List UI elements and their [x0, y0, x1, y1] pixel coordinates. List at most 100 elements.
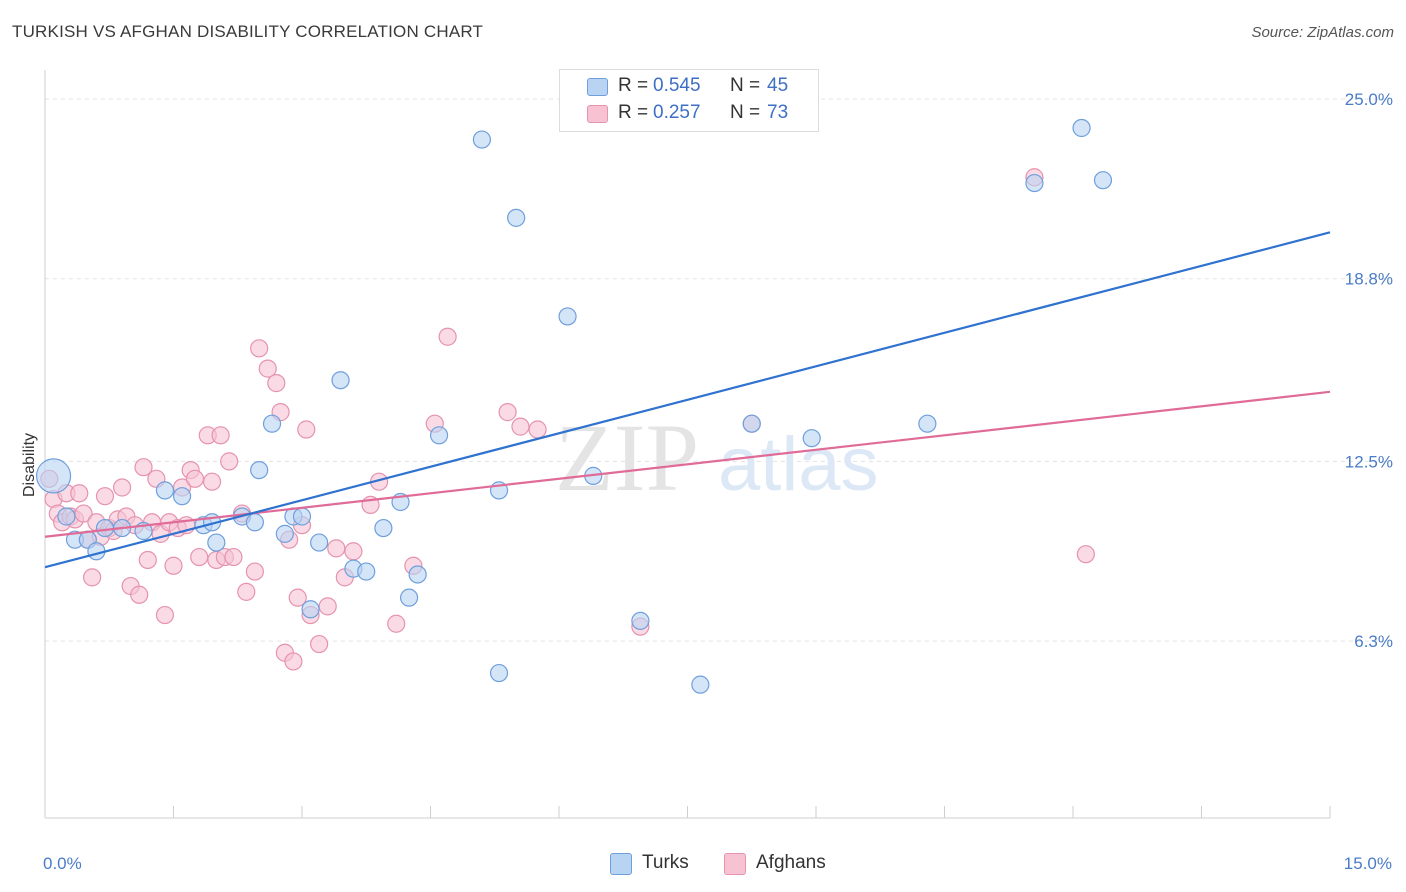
afghans-point — [250, 339, 269, 358]
x-tick-labels: 0.0% 15.0% — [43, 854, 1392, 873]
turks-point — [292, 507, 312, 526]
watermark: ZIP atlas — [555, 404, 879, 511]
turks-point — [301, 600, 320, 619]
y-tick-label: 25.0% — [1345, 90, 1393, 109]
legend-r-value: 0.545 — [653, 75, 701, 96]
turks-trend-line — [44, 231, 1331, 569]
turks-point — [245, 513, 264, 532]
afghans-point — [211, 426, 230, 445]
source-credit: Source: ZipAtlas.com — [1251, 24, 1394, 41]
afghans-point — [438, 327, 457, 346]
turks-point — [172, 487, 192, 506]
afghans-point — [327, 539, 346, 558]
afghans-point — [202, 472, 222, 491]
turks-point — [331, 371, 350, 390]
legend-r-label: R = — [618, 102, 649, 123]
afghans-point — [258, 359, 277, 378]
turks-point — [374, 518, 393, 538]
gridlines — [45, 98, 1390, 642]
turks-point — [275, 524, 294, 543]
afghans-point — [155, 605, 175, 625]
turks-point — [691, 675, 710, 694]
afghans-point — [70, 484, 89, 503]
legend-r-label: R = — [618, 75, 649, 96]
afghans-point — [284, 652, 303, 671]
afghans-point — [185, 469, 205, 488]
legend-n-value: 73 — [767, 102, 789, 123]
turks-point — [507, 208, 526, 227]
afghans-point — [220, 452, 239, 471]
afghans-point — [164, 556, 183, 575]
afghans-point — [237, 582, 256, 601]
turks-point — [742, 414, 761, 433]
afghans-point — [224, 547, 243, 567]
turks-legend-swatch — [610, 853, 632, 875]
turks-point — [1025, 173, 1044, 193]
turks-point — [207, 533, 226, 552]
afghans-legend-swatch — [724, 853, 746, 875]
legend-row-turks: R = 0.545 N = 45 — [560, 74, 818, 100]
afghans-point — [267, 374, 286, 393]
turks-legend-label: Turks — [642, 852, 689, 873]
legend-n-label: N = — [730, 102, 761, 123]
turks-point — [802, 429, 821, 448]
turks-point — [1093, 171, 1113, 190]
turks-points — [35, 118, 1113, 694]
watermark-atlas: atlas — [718, 422, 879, 507]
afghans-point — [297, 420, 316, 439]
y-tick-label: 12.5% — [1345, 452, 1393, 471]
turks-point — [1072, 118, 1091, 138]
afghans-point — [344, 542, 363, 561]
legend-row-afghans: R = 0.257 N = 73 — [560, 101, 818, 127]
trend-lines — [44, 231, 1331, 569]
afghans-point — [245, 562, 264, 581]
turks-point — [35, 458, 72, 494]
turks-point — [57, 507, 76, 526]
afghans-points — [40, 168, 1095, 671]
afghans-point — [130, 585, 149, 604]
turks-point — [429, 426, 449, 445]
legend-r-value: 0.257 — [653, 102, 701, 123]
y-tick-label: 18.8% — [1345, 270, 1393, 289]
turks-point — [155, 481, 175, 500]
afghans-point — [511, 417, 530, 436]
x-tick-label: 0.0% — [43, 854, 82, 873]
turks-point — [310, 533, 329, 552]
y-tick-labels: 6.3% 12.5% 18.8% 25.0% — [1345, 90, 1393, 651]
afghans-point — [528, 420, 547, 439]
afghans-point — [387, 614, 406, 633]
y-tick-label: 6.3% — [1354, 632, 1393, 651]
afghans-point — [112, 478, 132, 497]
chart-title: TURKISH VS AFGHAN DISABILITY CORRELATION… — [12, 22, 484, 41]
turks-point — [262, 414, 282, 433]
turks-swatch — [587, 78, 608, 96]
afghans-point — [288, 588, 307, 607]
turks-point — [631, 611, 650, 630]
stats-legend: R = 0.545 N = 45 R = 0.257 N = 73 — [559, 69, 819, 132]
afghans-point — [95, 487, 115, 506]
axes — [44, 70, 1331, 819]
afghans-swatch — [587, 105, 608, 123]
turks-point — [558, 307, 577, 326]
turks-point — [250, 460, 269, 480]
y-axis-label: Disability — [21, 433, 38, 497]
afghans-point — [74, 504, 93, 523]
afghans-point — [138, 550, 157, 570]
legend-n-value: 45 — [767, 75, 789, 96]
afghans-trend-line — [44, 390, 1331, 538]
watermark-zip: ZIP — [555, 404, 699, 511]
turks-point — [357, 562, 376, 581]
turks-point — [489, 663, 509, 683]
afghans-legend-label: Afghans — [756, 852, 826, 873]
afghans-point — [83, 568, 102, 587]
afghans-point — [134, 458, 153, 477]
turks-point — [399, 588, 419, 607]
afghans-point — [498, 403, 517, 422]
turks-point — [472, 130, 491, 149]
turks-point — [408, 565, 427, 584]
afghans-point — [190, 547, 209, 567]
turks-point — [918, 414, 937, 433]
afghans-point — [1076, 545, 1095, 564]
turks-point — [95, 518, 115, 538]
